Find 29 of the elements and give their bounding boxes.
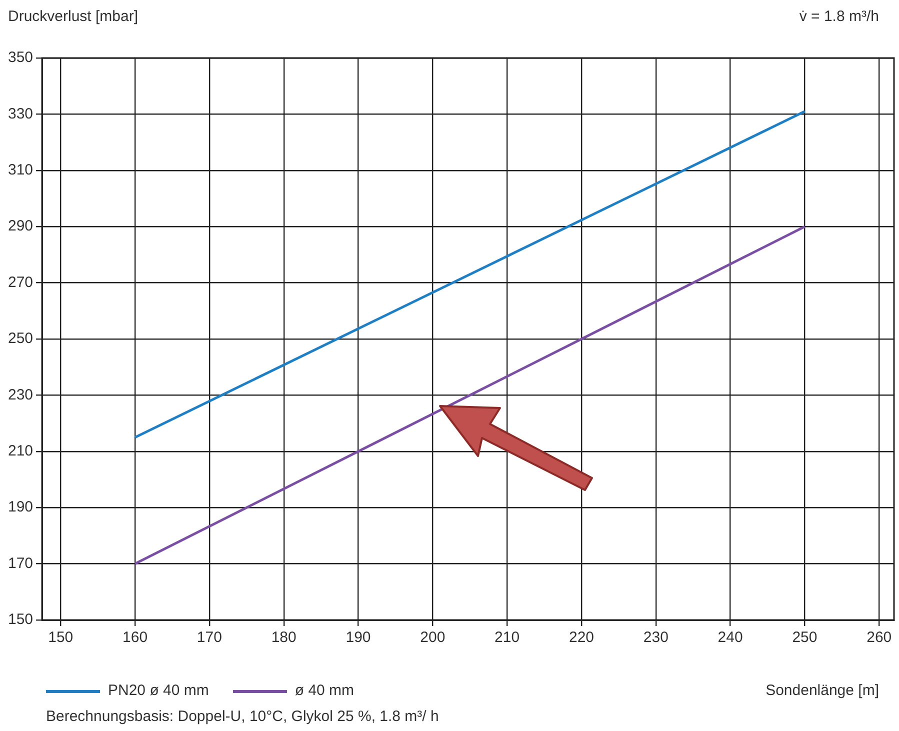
x-tick-label: 220 [568,629,594,646]
y-tick-label: 290 [8,218,34,235]
y-axis-title: Druckverlust [mbar] [8,8,138,25]
x-tick-label: 200 [420,629,446,646]
x-tick-label: 160 [122,629,148,646]
y-tick-label: 330 [8,105,34,122]
text: Berechnungsbasis: Doppel-U, 10°C, Glykol 25 %, 1.8 m³/ h [46,708,439,725]
legend-label: ø 40 mm [294,682,354,699]
text: v̇ = 1.8 m³/h [799,8,879,25]
y-tick-label: 210 [8,442,34,460]
x-tick-label: 240 [718,629,743,646]
x-tick-label: 170 [196,629,222,646]
y-tick-label: 190 [8,498,34,516]
x-tick-label: 260 [866,629,892,646]
y-tick-label: 150 [8,611,34,628]
y-tick-label: 270 [8,274,34,291]
y-tick-label: 310 [8,162,34,179]
legend-label: PN20 ø 40 mm [107,682,209,699]
y-tick-label: 230 [8,386,34,404]
x-tick-label: 210 [494,629,520,646]
y-tick-label: 350 [8,49,34,66]
x-tick-label: 190 [346,629,371,646]
x-tick-label: 150 [48,629,74,646]
x-tick-label: 250 [792,629,818,646]
x-axis-title: Sondenlänge [m] [766,682,879,699]
x-tick-label: 180 [271,629,296,646]
y-tick-label: 250 [8,330,34,348]
x-tick-label: 230 [643,629,668,646]
y-tick-label: 170 [8,554,34,572]
